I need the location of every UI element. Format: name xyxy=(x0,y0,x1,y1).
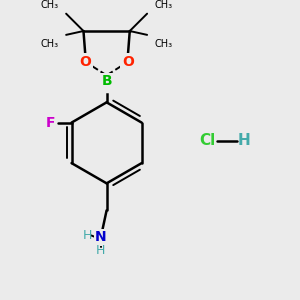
Text: B: B xyxy=(101,74,112,88)
Text: CH₃: CH₃ xyxy=(155,39,173,49)
Text: O: O xyxy=(80,55,91,69)
Text: H: H xyxy=(96,244,106,257)
Text: CH₃: CH₃ xyxy=(40,39,58,49)
Text: Cl: Cl xyxy=(200,134,216,148)
Text: H: H xyxy=(238,134,251,148)
Text: F: F xyxy=(46,116,55,130)
Text: O: O xyxy=(122,55,134,69)
Text: CH₃: CH₃ xyxy=(155,0,173,10)
Text: CH₃: CH₃ xyxy=(40,0,58,10)
Text: H: H xyxy=(82,229,92,242)
Text: N: N xyxy=(95,230,106,244)
